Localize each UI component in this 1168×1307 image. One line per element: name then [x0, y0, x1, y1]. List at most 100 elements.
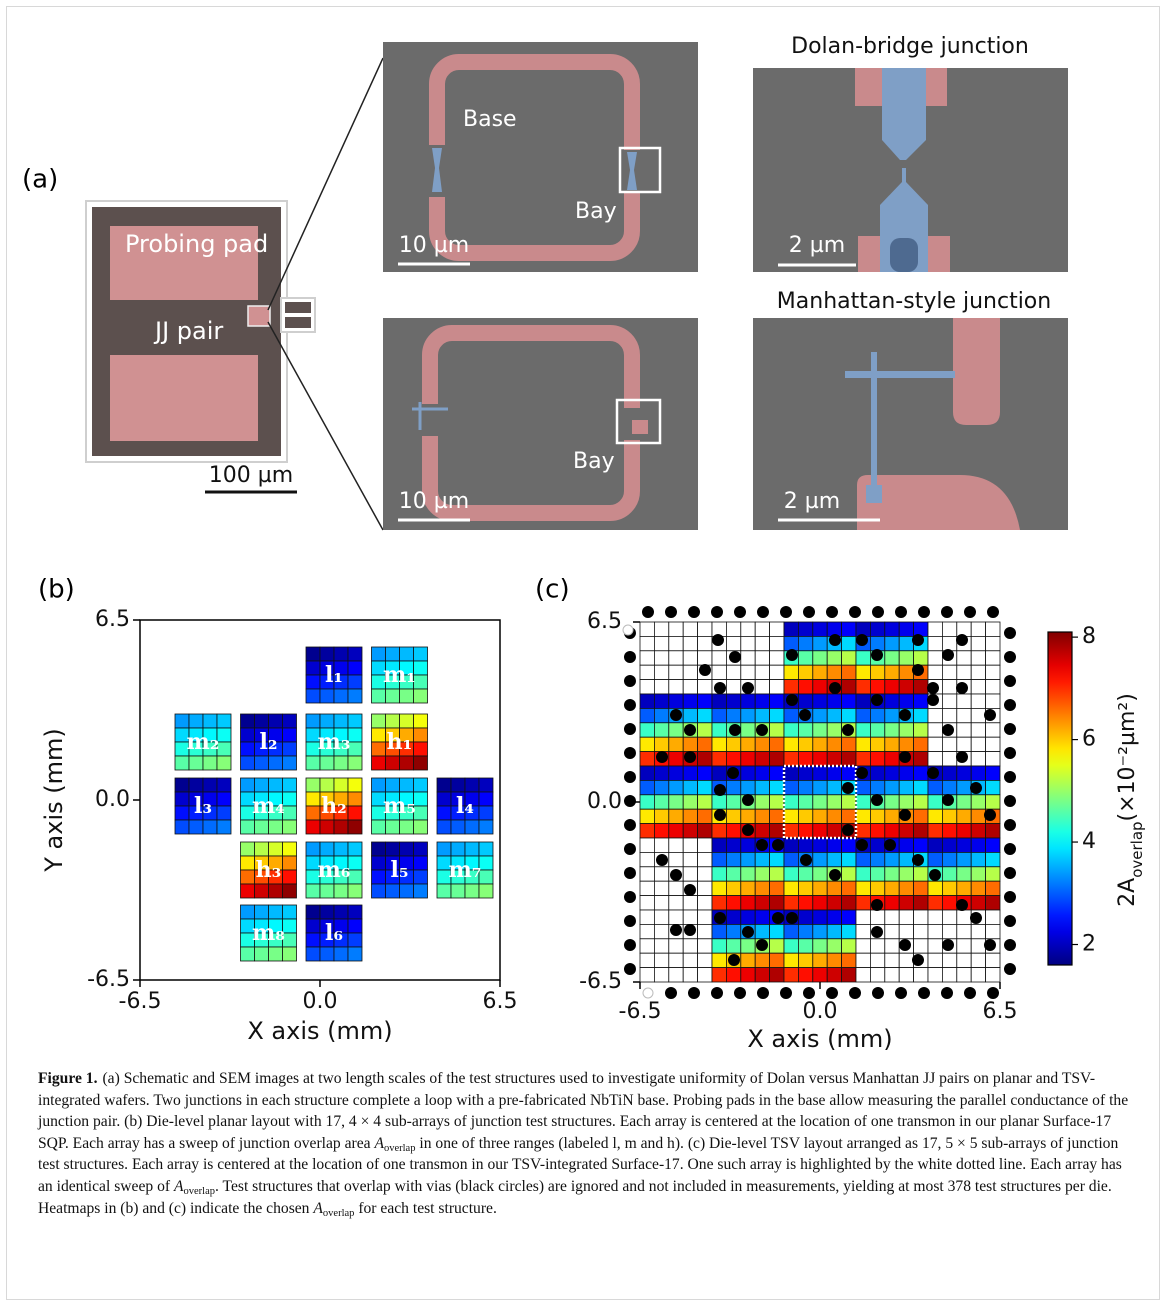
test-structure	[856, 752, 870, 766]
test-structure	[813, 838, 827, 852]
via	[927, 694, 939, 706]
test-structure	[813, 924, 827, 938]
bay-label: Bay	[573, 449, 615, 474]
test-structure	[914, 651, 928, 665]
test-structure	[899, 665, 913, 679]
array-label: l₂	[260, 729, 278, 755]
test-structure	[414, 842, 428, 856]
test-structure	[827, 752, 841, 766]
test-structure	[856, 824, 870, 838]
test-structure	[899, 737, 913, 751]
empty-cell	[698, 636, 712, 650]
via	[711, 987, 723, 999]
test-structure	[283, 778, 297, 792]
test-structure	[269, 905, 283, 919]
test-structure	[741, 737, 755, 751]
test-structure	[334, 714, 348, 728]
empty-cell	[971, 680, 985, 694]
via	[714, 784, 726, 796]
test-structure	[726, 795, 740, 809]
test-structure	[899, 881, 913, 895]
via	[849, 987, 861, 999]
test-structure	[885, 680, 899, 694]
test-structure	[770, 896, 784, 910]
y-tick-label: 0.0	[587, 789, 622, 814]
test-structure	[813, 752, 827, 766]
via	[780, 987, 792, 999]
symbol: A	[313, 1200, 323, 1217]
test-structure	[798, 896, 812, 910]
pad-label: Probing pad	[125, 230, 268, 258]
test-structure	[856, 852, 870, 866]
test-structure	[698, 780, 712, 794]
test-structure	[899, 852, 913, 866]
test-structure	[899, 766, 913, 780]
test-structure	[320, 947, 334, 961]
empty-cell	[899, 968, 913, 982]
test-structure	[451, 820, 465, 834]
test-structure	[827, 708, 841, 722]
via	[872, 987, 884, 999]
test-structure	[241, 714, 255, 728]
symbol: A	[174, 1178, 184, 1195]
test-structure	[203, 756, 217, 770]
via	[956, 751, 968, 763]
empty-cell	[698, 968, 712, 982]
via	[786, 649, 798, 661]
empty-cell	[986, 622, 1000, 636]
test-structure	[885, 795, 899, 809]
empty-cell	[971, 939, 985, 953]
array-label: m₆	[318, 857, 351, 883]
test-structure	[386, 778, 400, 792]
test-structure	[348, 647, 362, 661]
test-structure	[842, 939, 856, 953]
empty-cell	[928, 708, 942, 722]
test-structure	[320, 842, 334, 856]
test-structure	[400, 842, 414, 856]
test-structure	[827, 881, 841, 895]
test-structure	[899, 651, 913, 665]
empty-cell	[726, 680, 740, 694]
test-structure	[217, 756, 231, 770]
test-structure	[306, 675, 320, 689]
empty-cell	[957, 665, 971, 679]
test-structure	[400, 689, 414, 703]
y-tick-label: 0.0	[95, 787, 130, 812]
test-structure	[784, 924, 798, 938]
via	[624, 939, 636, 951]
test-structure	[942, 780, 956, 794]
empty-cell	[698, 939, 712, 953]
test-structure	[255, 884, 269, 898]
via	[656, 854, 668, 866]
test-structure	[334, 884, 348, 898]
via	[871, 899, 883, 911]
empty-cell	[928, 665, 942, 679]
test-structure	[798, 752, 812, 766]
test-structure	[842, 795, 856, 809]
test-structure	[755, 968, 769, 982]
empty-cell	[856, 910, 870, 924]
test-structure	[842, 881, 856, 895]
test-structure	[813, 723, 827, 737]
test-structure	[414, 856, 428, 870]
test-structure	[465, 842, 479, 856]
empty-cell	[640, 852, 654, 866]
bay-label: Bay	[575, 199, 617, 224]
test-structure	[784, 723, 798, 737]
test-structure	[465, 778, 479, 792]
via	[912, 954, 924, 966]
via	[727, 767, 739, 779]
via	[964, 606, 976, 618]
scale-label: 100 µm	[209, 463, 293, 488]
test-structure	[755, 852, 769, 866]
via	[899, 939, 911, 951]
test-structure	[712, 795, 726, 809]
test-structure	[640, 780, 654, 794]
test-structure	[217, 714, 231, 728]
test-structure	[827, 809, 841, 823]
array-label: m₃	[318, 729, 351, 755]
y-tick-label: 6.5	[587, 609, 622, 634]
test-structure	[372, 756, 386, 770]
test-structure	[842, 636, 856, 650]
test-structure	[241, 884, 255, 898]
